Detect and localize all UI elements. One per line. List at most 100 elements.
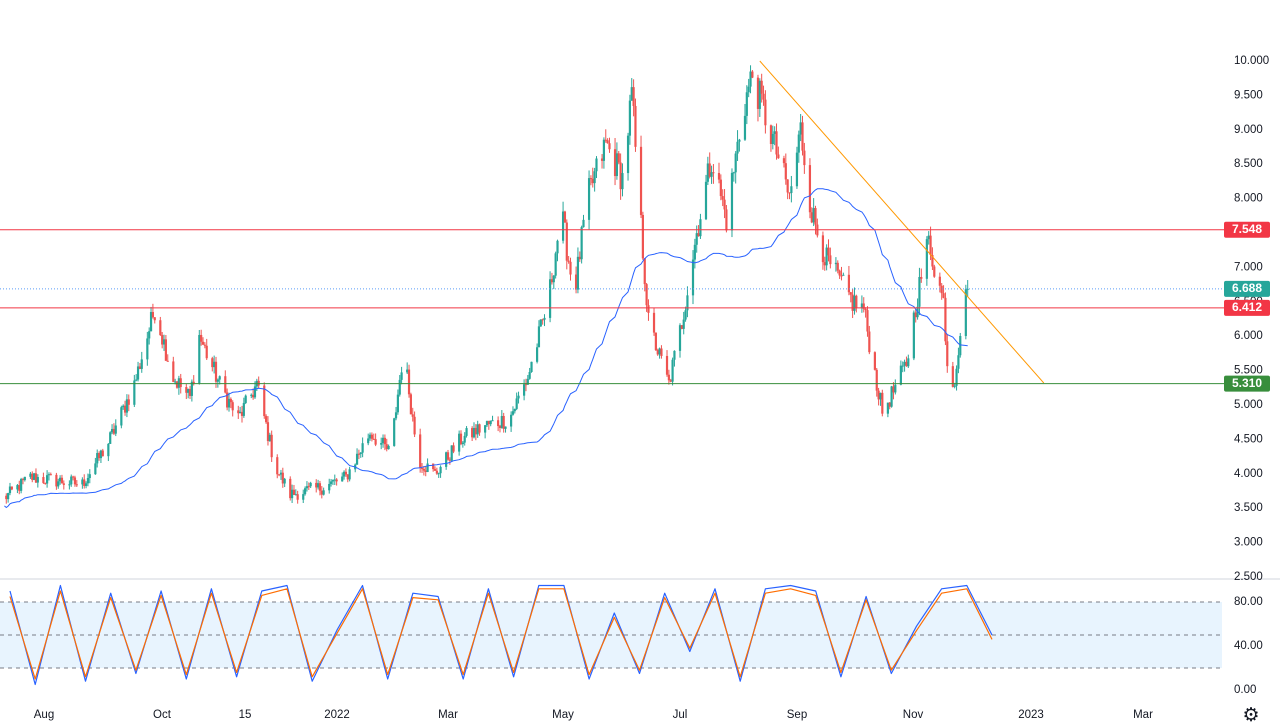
- candle-body: [148, 331, 151, 339]
- candle-body: [823, 262, 826, 266]
- candle-body: [433, 469, 437, 471]
- candle-body: [381, 437, 385, 444]
- candle-body: [760, 80, 763, 94]
- price-level-label: 5.310: [1232, 376, 1262, 390]
- candle-body: [626, 135, 630, 174]
- candle-body: [400, 372, 403, 380]
- price-tick-label: 6.000: [1234, 330, 1263, 342]
- candle-body: [838, 270, 841, 276]
- candle-body: [10, 486, 13, 490]
- candle-body: [786, 179, 789, 193]
- candle-body: [229, 398, 232, 403]
- candle-body: [36, 477, 39, 483]
- candle-body: [263, 385, 266, 417]
- candle-body: [393, 418, 396, 446]
- candle-body: [279, 472, 283, 475]
- candle-body: [292, 489, 296, 495]
- candle-body: [487, 421, 490, 425]
- candle-body: [619, 162, 622, 190]
- trendline[interactable]: [759, 60, 1045, 384]
- candle-body: [680, 325, 683, 329]
- candle-body: [953, 385, 956, 387]
- candle-body: [725, 209, 728, 231]
- candle-body: [517, 395, 520, 399]
- candle-body: [810, 212, 813, 223]
- candle-body: [808, 165, 812, 213]
- candle-body: [777, 154, 780, 159]
- candle-body: [732, 172, 735, 174]
- candle-body: [515, 398, 518, 409]
- candle-body: [877, 390, 880, 400]
- candle-body: [855, 295, 858, 308]
- candle-body: [185, 387, 188, 393]
- candle-body: [83, 479, 86, 486]
- candle-body: [21, 479, 25, 481]
- candle-body: [471, 428, 474, 438]
- candle-body: [58, 477, 62, 482]
- candle-body: [513, 408, 516, 412]
- candle-body: [318, 483, 322, 491]
- candle-body: [33, 473, 36, 480]
- candle-body: [914, 312, 917, 318]
- candle-body: [211, 358, 214, 368]
- candle-body: [322, 490, 325, 495]
- candle-body: [461, 442, 464, 445]
- candle-body: [60, 477, 64, 484]
- candle-body: [717, 173, 721, 180]
- price-tick-label: 9.000: [1234, 124, 1263, 136]
- candle-body: [138, 366, 142, 369]
- candle-body: [216, 379, 219, 382]
- candle-body: [174, 381, 177, 383]
- candle-body: [587, 178, 591, 220]
- time-tick-label: Sep: [787, 709, 807, 721]
- candle-body: [136, 366, 140, 380]
- candle-body: [296, 494, 299, 500]
- price-tick-label: 4.000: [1234, 468, 1263, 480]
- candle-body: [214, 361, 218, 382]
- candle-body: [303, 488, 307, 495]
- candle-body: [75, 484, 78, 486]
- candle-body: [409, 394, 412, 415]
- candle-body: [484, 425, 487, 433]
- candle-body: [406, 369, 409, 373]
- candle-body: [172, 361, 175, 382]
- settings-gear-icon[interactable]: ⚙: [1242, 704, 1260, 726]
- candle-body: [437, 473, 440, 475]
- candle-body: [684, 310, 687, 320]
- candle-body: [474, 427, 477, 435]
- candle-body: [498, 426, 502, 428]
- candle-body: [265, 416, 268, 423]
- candle-body: [450, 445, 453, 461]
- candle-body: [671, 359, 674, 382]
- candle-body: [146, 338, 149, 360]
- candle-body: [578, 256, 581, 260]
- candle-body: [706, 163, 709, 182]
- candle-body: [432, 463, 435, 470]
- candle-body: [814, 208, 817, 225]
- candle-body: [667, 374, 670, 381]
- candle-body: [502, 416, 505, 429]
- candle-body: [658, 348, 661, 355]
- candle-body: [595, 158, 598, 172]
- candle-body: [122, 405, 125, 408]
- candle-body: [459, 433, 463, 445]
- candle-body: [615, 153, 619, 177]
- candle-body: [68, 484, 71, 486]
- candle-body: [94, 463, 97, 475]
- candle-body: [821, 235, 825, 263]
- price-tick-label: 5.500: [1234, 365, 1263, 377]
- candle-body: [227, 398, 231, 408]
- candle-body: [31, 473, 34, 480]
- candle-body: [788, 192, 791, 194]
- last-price-label: 6.688: [1232, 281, 1262, 295]
- candle-body: [81, 479, 84, 485]
- time-tick-label: Mar: [1133, 709, 1153, 721]
- time-tick-label: Mar: [438, 709, 458, 721]
- candle-body: [704, 181, 708, 220]
- candle-body: [96, 453, 99, 464]
- candle-body: [46, 475, 49, 484]
- candle-body: [957, 355, 960, 369]
- candle-body: [283, 478, 286, 484]
